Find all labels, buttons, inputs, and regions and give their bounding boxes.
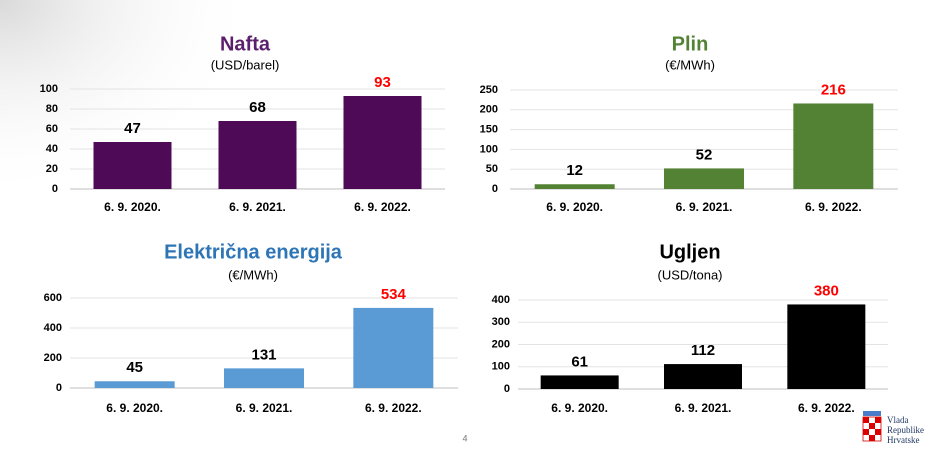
data-label: 45: [126, 359, 143, 376]
y-tick-label: 100: [480, 143, 498, 155]
data-label: 93: [374, 74, 391, 91]
y-tick-label: 20: [46, 163, 58, 175]
x-tick-label: 6. 9. 2021.: [236, 401, 293, 415]
data-label: 112: [691, 342, 715, 359]
data-label: 216: [821, 81, 846, 98]
data-label: 68: [249, 99, 266, 116]
bar: [664, 364, 742, 389]
x-tick-label: 6. 9. 2021.: [229, 200, 286, 214]
y-tick-label: 0: [504, 383, 510, 395]
y-tick-label: 150: [480, 124, 498, 136]
y-tick-label: 40: [46, 143, 58, 155]
logo-square: [863, 417, 869, 423]
data-label: 534: [381, 286, 407, 303]
y-tick-label: 300: [492, 316, 510, 328]
x-tick-label: 6. 9. 2020.: [106, 401, 163, 415]
logo-square: [875, 417, 881, 423]
y-tick-label: 250: [480, 84, 498, 96]
logo: Vlada Republike Hrvatske: [862, 411, 924, 445]
bar: [218, 121, 297, 189]
data-label: 131: [251, 346, 276, 363]
chart-subtitle: (USD/barel): [211, 57, 280, 72]
data-label: 12: [566, 162, 583, 179]
chart-subtitle: (€/MWh): [665, 57, 715, 72]
chart-title: Ugljen: [659, 241, 720, 263]
y-tick-label: 200: [44, 352, 62, 364]
x-tick-label: 6. 9. 2021.: [676, 200, 733, 214]
logo-text: Vlada: [887, 415, 909, 425]
x-tick-label: 6. 9. 2020.: [551, 401, 608, 415]
bar: [93, 142, 172, 189]
bar: [540, 375, 619, 389]
y-tick-label: 200: [480, 104, 498, 116]
bar: [224, 368, 304, 388]
x-tick-label: 6. 9. 2020.: [104, 200, 161, 214]
y-tick-label: 0: [56, 382, 62, 394]
y-tick-label: 100: [492, 361, 510, 373]
logo-text: Republike: [887, 425, 924, 435]
x-tick-label: 6. 9. 2020.: [546, 200, 603, 214]
data-label: 47: [124, 120, 141, 137]
y-tick-label: 80: [46, 103, 58, 115]
y-tick-label: 100: [40, 83, 58, 95]
bar: [353, 307, 434, 388]
bar: [664, 168, 744, 189]
y-tick-label: 60: [46, 123, 58, 135]
data-label: 61: [571, 353, 588, 370]
logo-square: [869, 423, 875, 429]
logo-text: Hrvatske: [887, 435, 920, 445]
bar: [94, 381, 175, 388]
x-tick-label: 6. 9. 2022.: [805, 200, 862, 214]
y-tick-label: 400: [44, 322, 62, 334]
chart-title: Električna energija: [164, 241, 343, 263]
chart-subtitle: (USD/tona): [657, 267, 722, 282]
bar: [534, 184, 615, 189]
chart-subtitle: (€/MWh): [228, 267, 278, 282]
data-label: 380: [814, 282, 839, 299]
bar: [793, 103, 874, 189]
logo-square: [863, 429, 869, 435]
bar: [787, 304, 866, 389]
page-number: 4: [462, 433, 467, 443]
y-tick-label: 50: [486, 163, 498, 175]
y-tick-label: 0: [52, 183, 58, 195]
chart-title: Plin: [672, 33, 709, 55]
data-label: 52: [696, 146, 713, 163]
x-tick-label: 6. 9. 2022.: [798, 401, 855, 415]
y-tick-label: 200: [492, 338, 510, 350]
y-tick-label: 400: [492, 294, 510, 306]
y-tick-label: 0: [492, 183, 498, 195]
x-tick-label: 6. 9. 2022.: [365, 401, 422, 415]
logo-square: [875, 429, 881, 435]
y-tick-label: 600: [44, 292, 62, 304]
chart-title: Nafta: [220, 33, 271, 55]
logo-crown: [863, 411, 881, 416]
x-tick-label: 6. 9. 2022.: [354, 200, 411, 214]
logo-square: [869, 435, 875, 441]
x-tick-label: 6. 9. 2021.: [675, 401, 732, 415]
bar: [343, 96, 422, 189]
